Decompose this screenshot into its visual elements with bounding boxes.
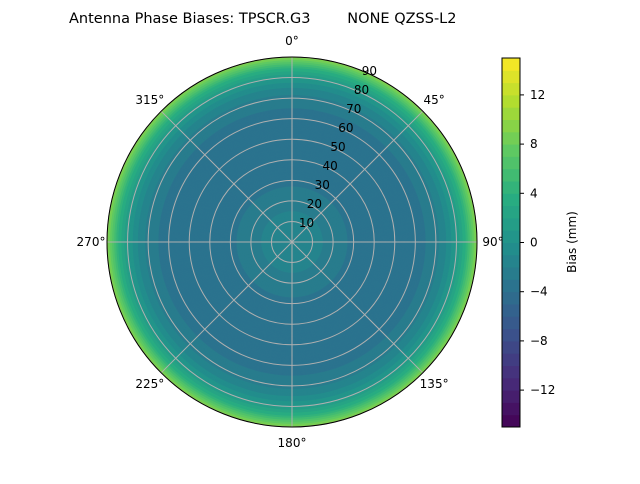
colorbar-level — [502, 390, 520, 403]
colorbar-tick-label: −4 — [530, 285, 548, 299]
colorbar-level — [502, 156, 520, 170]
radial-tick-label: 20 — [307, 197, 322, 211]
colorbar-level — [502, 291, 520, 305]
radial-tick-label: 90 — [362, 64, 377, 78]
colorbar-level — [502, 304, 520, 317]
colorbar-level — [502, 131, 520, 145]
colorbar-level — [502, 414, 520, 428]
colorbar-tick-label: 8 — [530, 137, 538, 151]
angle-tick-label: 0° — [285, 34, 299, 48]
colorbar-tick-label: 4 — [530, 186, 538, 200]
colorbar-level — [502, 82, 520, 96]
angle-tick-label: 270° — [77, 235, 106, 249]
colorbar-level — [502, 365, 520, 379]
angle-gridline — [291, 110, 424, 243]
colorbar-level — [502, 340, 520, 354]
colorbar-tick-label: 0 — [530, 236, 538, 250]
angle-gridline — [160, 241, 293, 374]
colorbar-level — [502, 70, 520, 84]
chart-title: Antenna Phase Biases: TPSCR.G3 NONE QZSS… — [69, 11, 456, 27]
colorbar-level — [502, 94, 520, 108]
radial-tick-label: 30 — [315, 178, 330, 192]
radial-labels: 10 20 30 40 50 60 70 80 90 — [299, 64, 377, 230]
radial-tick-label: 40 — [322, 159, 337, 173]
colorbar-level — [502, 230, 520, 243]
colorbar-level — [502, 107, 520, 120]
colorbar-level — [502, 193, 520, 207]
colorbar-level — [502, 254, 520, 268]
colorbar-level — [502, 205, 520, 219]
angle-tick-label: 45° — [423, 93, 444, 107]
radial-tick-label: 80 — [354, 83, 369, 97]
colorbar-tick-label: −8 — [530, 334, 548, 348]
angle-gridline — [291, 241, 424, 374]
angle-tick-label: 225° — [135, 377, 164, 391]
radial-tick-label: 10 — [299, 216, 314, 230]
polar-grid — [106, 56, 478, 428]
angle-tick-label: 315° — [135, 93, 164, 107]
colorbar-level — [502, 217, 520, 231]
colorbar-level — [502, 58, 520, 71]
colorbar-level — [502, 181, 520, 194]
colorbar-level — [502, 267, 520, 280]
colorbar-tick-label: −12 — [530, 383, 555, 397]
colorbar-level — [502, 377, 520, 391]
radial-tick-label: 70 — [346, 102, 361, 116]
angle-tick-label: 90° — [482, 235, 503, 249]
colorbar-level — [502, 328, 520, 342]
colorbar-tick-label: 12 — [530, 88, 545, 102]
angle-labels: 0° 45° 90° 135° 180° 225° 270° 315° — [77, 34, 504, 450]
colorbar-level — [502, 119, 520, 133]
angle-tick-label: 180° — [278, 436, 307, 450]
colorbar-level — [502, 242, 520, 256]
angle-gridline — [160, 110, 293, 243]
colorbar-level — [502, 316, 520, 330]
colorbar — [501, 57, 521, 428]
colorbar-level — [502, 353, 520, 366]
angle-tick-label: 135° — [420, 377, 449, 391]
colorbar-level — [502, 144, 520, 157]
polar-frame — [106, 56, 478, 428]
colorbar-level — [502, 168, 520, 182]
colorbar-level — [502, 402, 520, 416]
colorbar-ticks: −12 −8 −4 0 4 8 12 — [520, 88, 555, 397]
radial-tick-label: 60 — [338, 121, 353, 135]
colorbar-level — [502, 279, 520, 293]
radial-tick-label: 50 — [330, 140, 345, 154]
colorbar-label: Bias (mm) — [565, 211, 579, 273]
